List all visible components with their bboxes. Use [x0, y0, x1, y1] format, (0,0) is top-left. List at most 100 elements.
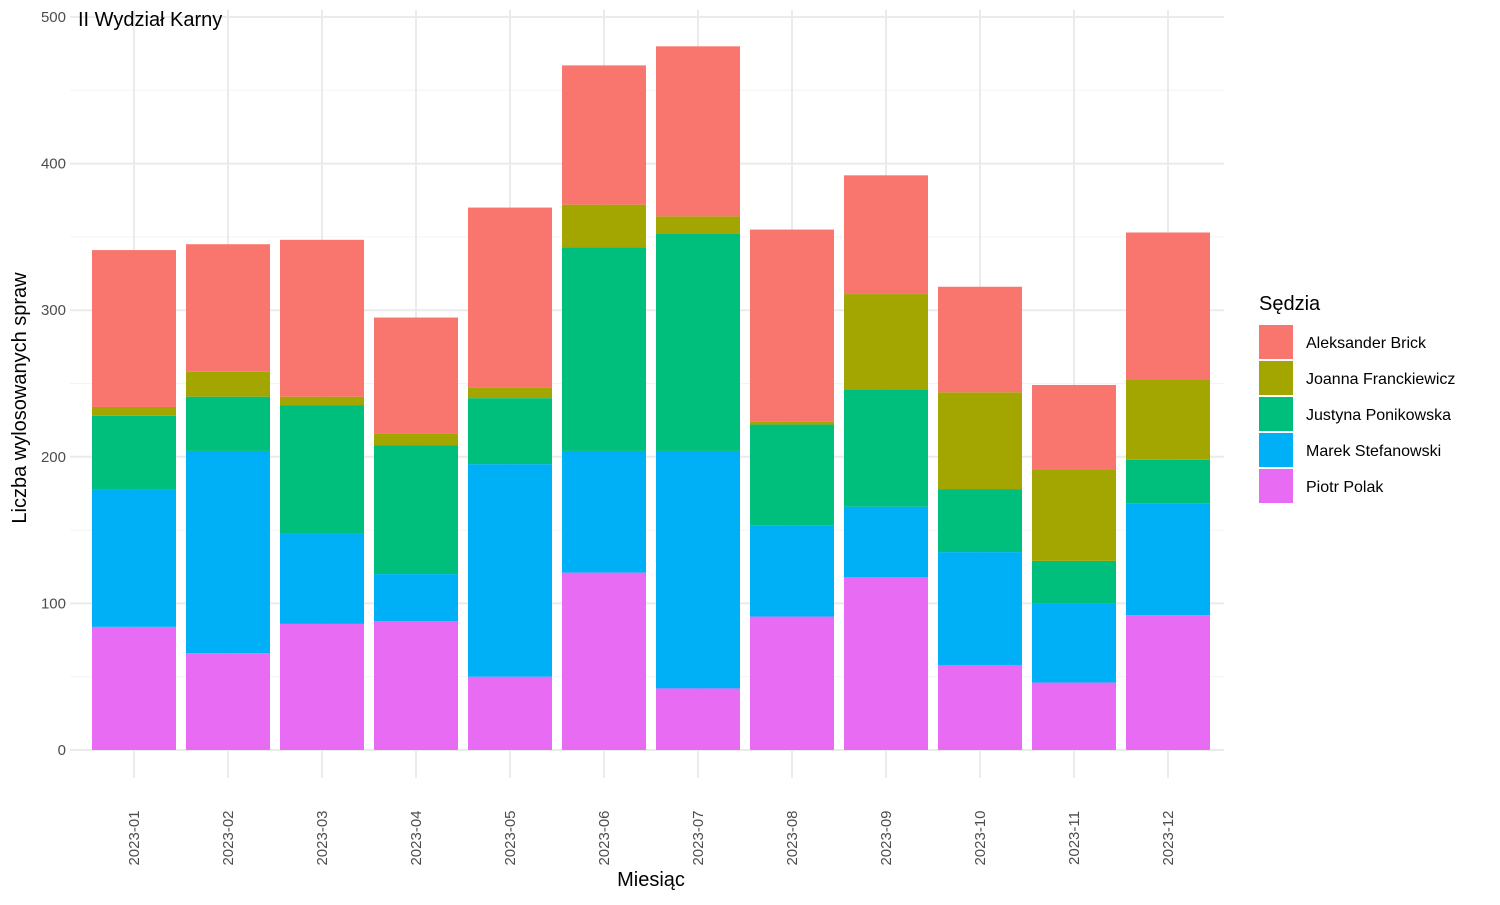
- bar-segment: [1126, 503, 1210, 616]
- bar-segment: [1126, 379, 1210, 460]
- bar-segment: [938, 286, 1022, 393]
- bar-segment: [186, 450, 270, 654]
- legend-key: [1259, 361, 1293, 395]
- x-tick-label: 2023-04: [408, 810, 425, 865]
- bar-segment: [374, 317, 458, 434]
- bar-segment: [374, 433, 458, 446]
- y-tick-label: 300: [41, 302, 66, 319]
- bar-segment: [656, 450, 740, 689]
- x-tick-label: 2023-10: [972, 810, 989, 865]
- bar-segment: [92, 626, 176, 750]
- bar-segment: [562, 247, 646, 451]
- x-tick-label: 2023-05: [502, 810, 519, 865]
- bar-segment: [186, 244, 270, 372]
- bar-segment: [374, 445, 458, 575]
- bar-segment: [844, 389, 928, 507]
- bar-segment: [374, 620, 458, 750]
- bar-segment: [92, 489, 176, 627]
- y-tick-label: 0: [58, 742, 66, 759]
- legend: Sędzia Aleksander Brick Joanna Franckiewi…: [1259, 293, 1455, 503]
- legend-title: Sędzia: [1259, 293, 1321, 315]
- bar-segment: [280, 396, 364, 406]
- legend-items: Aleksander Brick Joanna Franckiewicz Justy…: [1259, 325, 1455, 503]
- legend-label: Aleksander Brick: [1306, 335, 1427, 352]
- bar-segment: [938, 552, 1022, 665]
- bar-segment: [938, 664, 1022, 750]
- bar-segment: [280, 533, 364, 624]
- bar-segment: [750, 616, 834, 750]
- bar-segment: [1126, 615, 1210, 750]
- x-tick-label: 2023-03: [314, 810, 331, 865]
- bar-segment: [468, 207, 552, 388]
- bar-segment: [374, 574, 458, 621]
- bar-segment: [562, 65, 646, 205]
- bar-segment: [186, 371, 270, 397]
- bar-segment: [656, 216, 740, 234]
- bar-segment: [1032, 603, 1116, 683]
- chart-title: II Wydział Karny: [78, 9, 222, 31]
- x-tick-label: 2023-12: [1160, 810, 1177, 865]
- x-axis-ticks: 2023-01 2023-02 2023-03 2023-04 2023-05 2023-…: [126, 810, 1177, 865]
- bar-segment: [280, 239, 364, 397]
- legend-key: [1259, 325, 1293, 359]
- y-axis-title: Liczba wylosowanych spraw: [9, 272, 31, 524]
- legend-item: Joanna Franckiewicz: [1259, 361, 1455, 395]
- bar-segment: [468, 387, 552, 399]
- bar-segment: [468, 464, 552, 677]
- x-tick-label: 2023-09: [878, 810, 895, 865]
- bar-segment: [280, 623, 364, 750]
- bar-segment: [750, 229, 834, 422]
- x-tick-label: 2023-06: [596, 810, 613, 865]
- y-tick-label: 400: [41, 156, 66, 173]
- y-axis-ticks: 0 100 200 300 400 500: [41, 9, 66, 759]
- bar-segment: [844, 175, 928, 295]
- bar-segment: [1032, 682, 1116, 750]
- bar-segment: [938, 489, 1022, 553]
- bar-segment: [280, 405, 364, 534]
- bar-segment: [1126, 232, 1210, 380]
- legend-key: [1259, 469, 1293, 503]
- legend-label: Piotr Polak: [1306, 479, 1384, 496]
- bar-segment: [656, 46, 740, 217]
- legend-label: Joanna Franckiewicz: [1306, 371, 1455, 388]
- legend-item: Aleksander Brick: [1259, 325, 1427, 359]
- bar-segment: [1032, 560, 1116, 604]
- legend-item: Justyna Ponikowska: [1259, 397, 1451, 431]
- y-tick-label: 100: [41, 595, 66, 612]
- bar-segment: [468, 398, 552, 465]
- x-tick-label: 2023-08: [784, 810, 801, 865]
- bar-segment: [750, 421, 834, 425]
- bar-segment: [1032, 469, 1116, 561]
- legend-key: [1259, 397, 1293, 431]
- bar-segment: [468, 676, 552, 750]
- x-tick-label: 2023-11: [1066, 811, 1083, 865]
- bar-segment: [92, 415, 176, 490]
- bar-segment: [656, 233, 740, 451]
- bar-segment: [656, 688, 740, 750]
- bar-segment: [92, 406, 176, 416]
- bar-segment: [1126, 459, 1210, 504]
- legend-label: Marek Stefanowski: [1306, 443, 1441, 460]
- bar-segment: [844, 577, 928, 750]
- bar-segment: [562, 204, 646, 248]
- x-tick-label: 2023-07: [690, 810, 707, 865]
- y-tick-label: 200: [41, 449, 66, 466]
- x-tick-label: 2023-01: [126, 810, 143, 865]
- legend-item: Marek Stefanowski: [1259, 433, 1441, 467]
- bar-segment: [938, 392, 1022, 490]
- x-tick-label: 2023-02: [220, 810, 237, 865]
- legend-item: Piotr Polak: [1259, 469, 1384, 503]
- bar-segment: [562, 450, 646, 573]
- y-tick-label: 500: [41, 9, 66, 26]
- bar-segment: [186, 653, 270, 750]
- legend-key: [1259, 433, 1293, 467]
- x-axis-title: Miesiąc: [617, 869, 685, 891]
- bar-segment: [750, 525, 834, 617]
- bar-layer: [92, 46, 1210, 750]
- bar-segment: [844, 506, 928, 578]
- bar-segment: [1032, 384, 1116, 470]
- bar-segment: [562, 572, 646, 750]
- bar-segment: [750, 424, 834, 526]
